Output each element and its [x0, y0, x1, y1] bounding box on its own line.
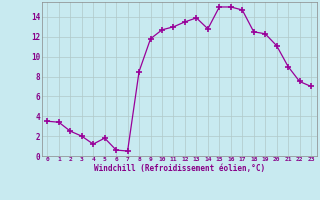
X-axis label: Windchill (Refroidissement éolien,°C): Windchill (Refroidissement éolien,°C) [94, 164, 265, 173]
